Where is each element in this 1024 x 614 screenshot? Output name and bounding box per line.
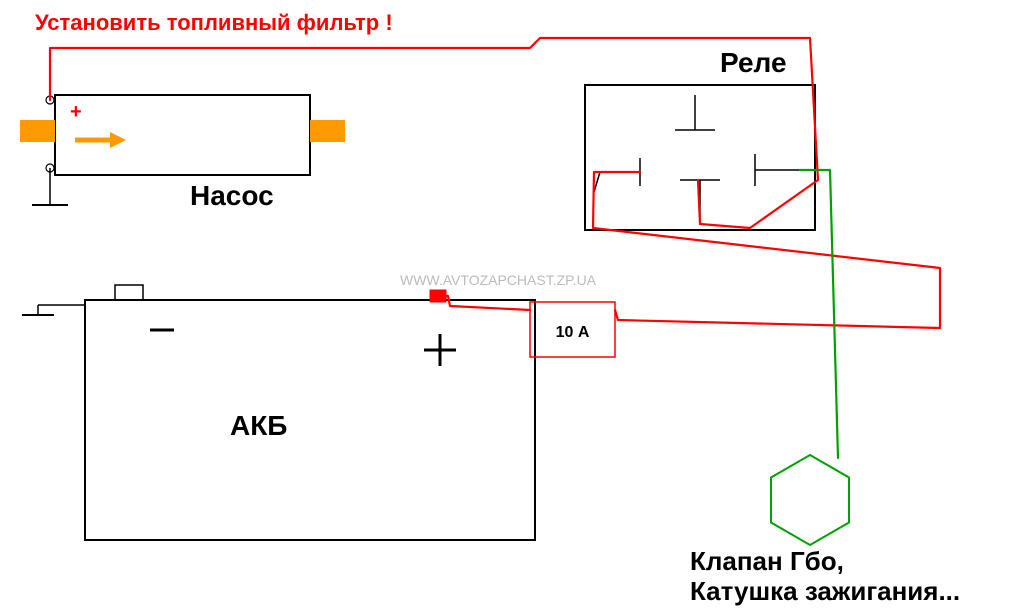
label: WWW.AVTOZAPCHAST.ZP.UA	[400, 272, 597, 288]
box	[55, 95, 310, 175]
label: Катушка зажигания...	[690, 576, 960, 606]
box	[310, 120, 345, 142]
box	[20, 120, 55, 142]
plus-icon: +	[70, 101, 82, 123]
wiring-diagram: WWW.AVTOZAPCHAST.ZP.UA + Насос Реле АКБ 10 А К…	[0, 0, 1024, 614]
label: Клапан Гбо,	[690, 546, 844, 576]
label: Установить топливный фильтр !	[35, 10, 393, 35]
label: 10 А	[556, 324, 590, 341]
bg	[0, 0, 1024, 614]
label: Реле	[720, 47, 787, 78]
label: Насос	[190, 180, 274, 211]
label: АКБ	[230, 410, 287, 441]
